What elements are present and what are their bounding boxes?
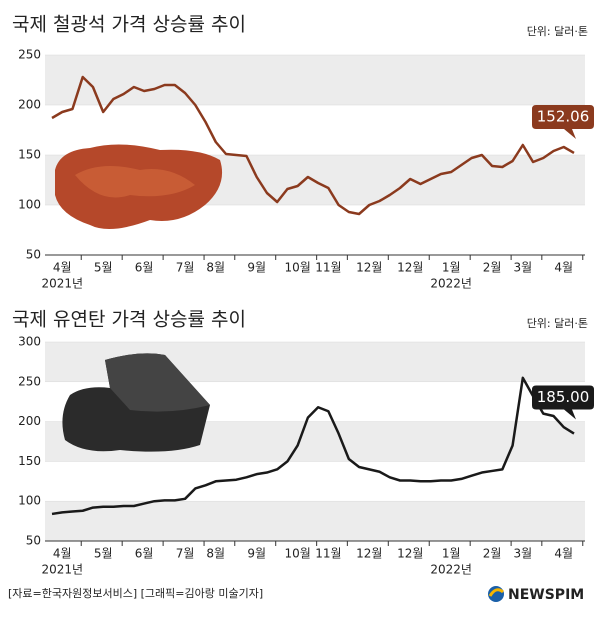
y-tick-label: 50 — [26, 248, 41, 262]
y-tick-label: 150 — [18, 148, 41, 162]
year-label: 2022년 — [430, 563, 472, 577]
x-tick-label: 12월 — [356, 261, 382, 275]
x-tick-label: 3월 — [513, 261, 532, 275]
x-tick-label: 4월 — [554, 261, 573, 275]
callout-box — [532, 104, 594, 139]
x-tick-label: 4월 — [53, 547, 72, 561]
x-tick-label: 10월 — [284, 547, 310, 561]
x-tick-label: 2월 — [483, 547, 502, 561]
x-tick-label: 2월 — [483, 261, 502, 275]
x-tick-label: 1월 — [442, 547, 461, 561]
x-tick-label: 1월 — [442, 261, 461, 275]
y-tick-label: 300 — [18, 335, 41, 349]
value-label: 185.00 — [537, 388, 590, 406]
iron-ore-highlight — [75, 166, 195, 198]
ore-image — [55, 144, 223, 452]
y-tick-label: 100 — [18, 494, 41, 508]
y-tick-label: 250 — [18, 48, 41, 62]
grid-band — [45, 55, 585, 105]
y-tick-label: 100 — [18, 198, 41, 212]
x-tick-label: 8월 — [206, 261, 225, 275]
x-tick-label: 8월 — [206, 547, 225, 561]
coal-highlight — [105, 353, 210, 412]
y-tick-label: 250 — [18, 374, 41, 388]
x-tick-label: 7월 — [176, 261, 195, 275]
x-tick-label: 6월 — [135, 261, 154, 275]
x-tick-label: 11월 — [315, 261, 341, 275]
y-tick-label: 200 — [18, 98, 41, 112]
chart-title: 국제 철광석 가격 상승률 추이 — [12, 14, 246, 36]
y-tick-label: 50 — [26, 534, 41, 548]
x-tick-label: 12월 — [397, 261, 423, 275]
logo: NEWSPIM — [508, 587, 584, 603]
x-tick-label: 11월 — [315, 547, 341, 561]
x-tick-label: 12월 — [356, 547, 382, 561]
y-tick-label: 150 — [18, 454, 41, 468]
grid-band — [45, 501, 585, 541]
x-tick-label: 12월 — [397, 547, 423, 561]
x-tick-label: 10월 — [284, 261, 310, 275]
x-tick-label: 7월 — [176, 547, 195, 561]
line — [51, 376, 575, 516]
x-tick-label: 4월 — [53, 261, 72, 275]
source-note: [자료=한국자원정보서비스] [그래픽=김아랑 미술기자] — [8, 587, 263, 600]
x-tick-label: 5월 — [94, 547, 113, 561]
year-label: 2021년 — [41, 563, 83, 577]
unit-label: 단위: 달러·톤 — [527, 317, 588, 330]
unit-label: 단위: 달러·톤 — [527, 25, 588, 38]
x-tick-label: 3월 — [513, 547, 532, 561]
year-label: 2021년 — [41, 277, 83, 291]
x-tick-label: 6월 — [135, 547, 154, 561]
x-tick-label: 5월 — [94, 261, 113, 275]
chart-title: 국제 유연탄 가격 상승률 추이 — [12, 309, 246, 331]
value-label: 152.06 — [537, 107, 590, 125]
y-tick-label: 200 — [18, 414, 41, 428]
x-tick-label: 4월 — [554, 547, 573, 561]
callout-box — [532, 385, 594, 420]
year-label: 2022년 — [430, 277, 472, 291]
x-tick-label: 9월 — [247, 261, 266, 275]
x-tick-label: 9월 — [247, 547, 266, 561]
line — [51, 75, 575, 216]
logo-icon — [488, 588, 504, 597]
